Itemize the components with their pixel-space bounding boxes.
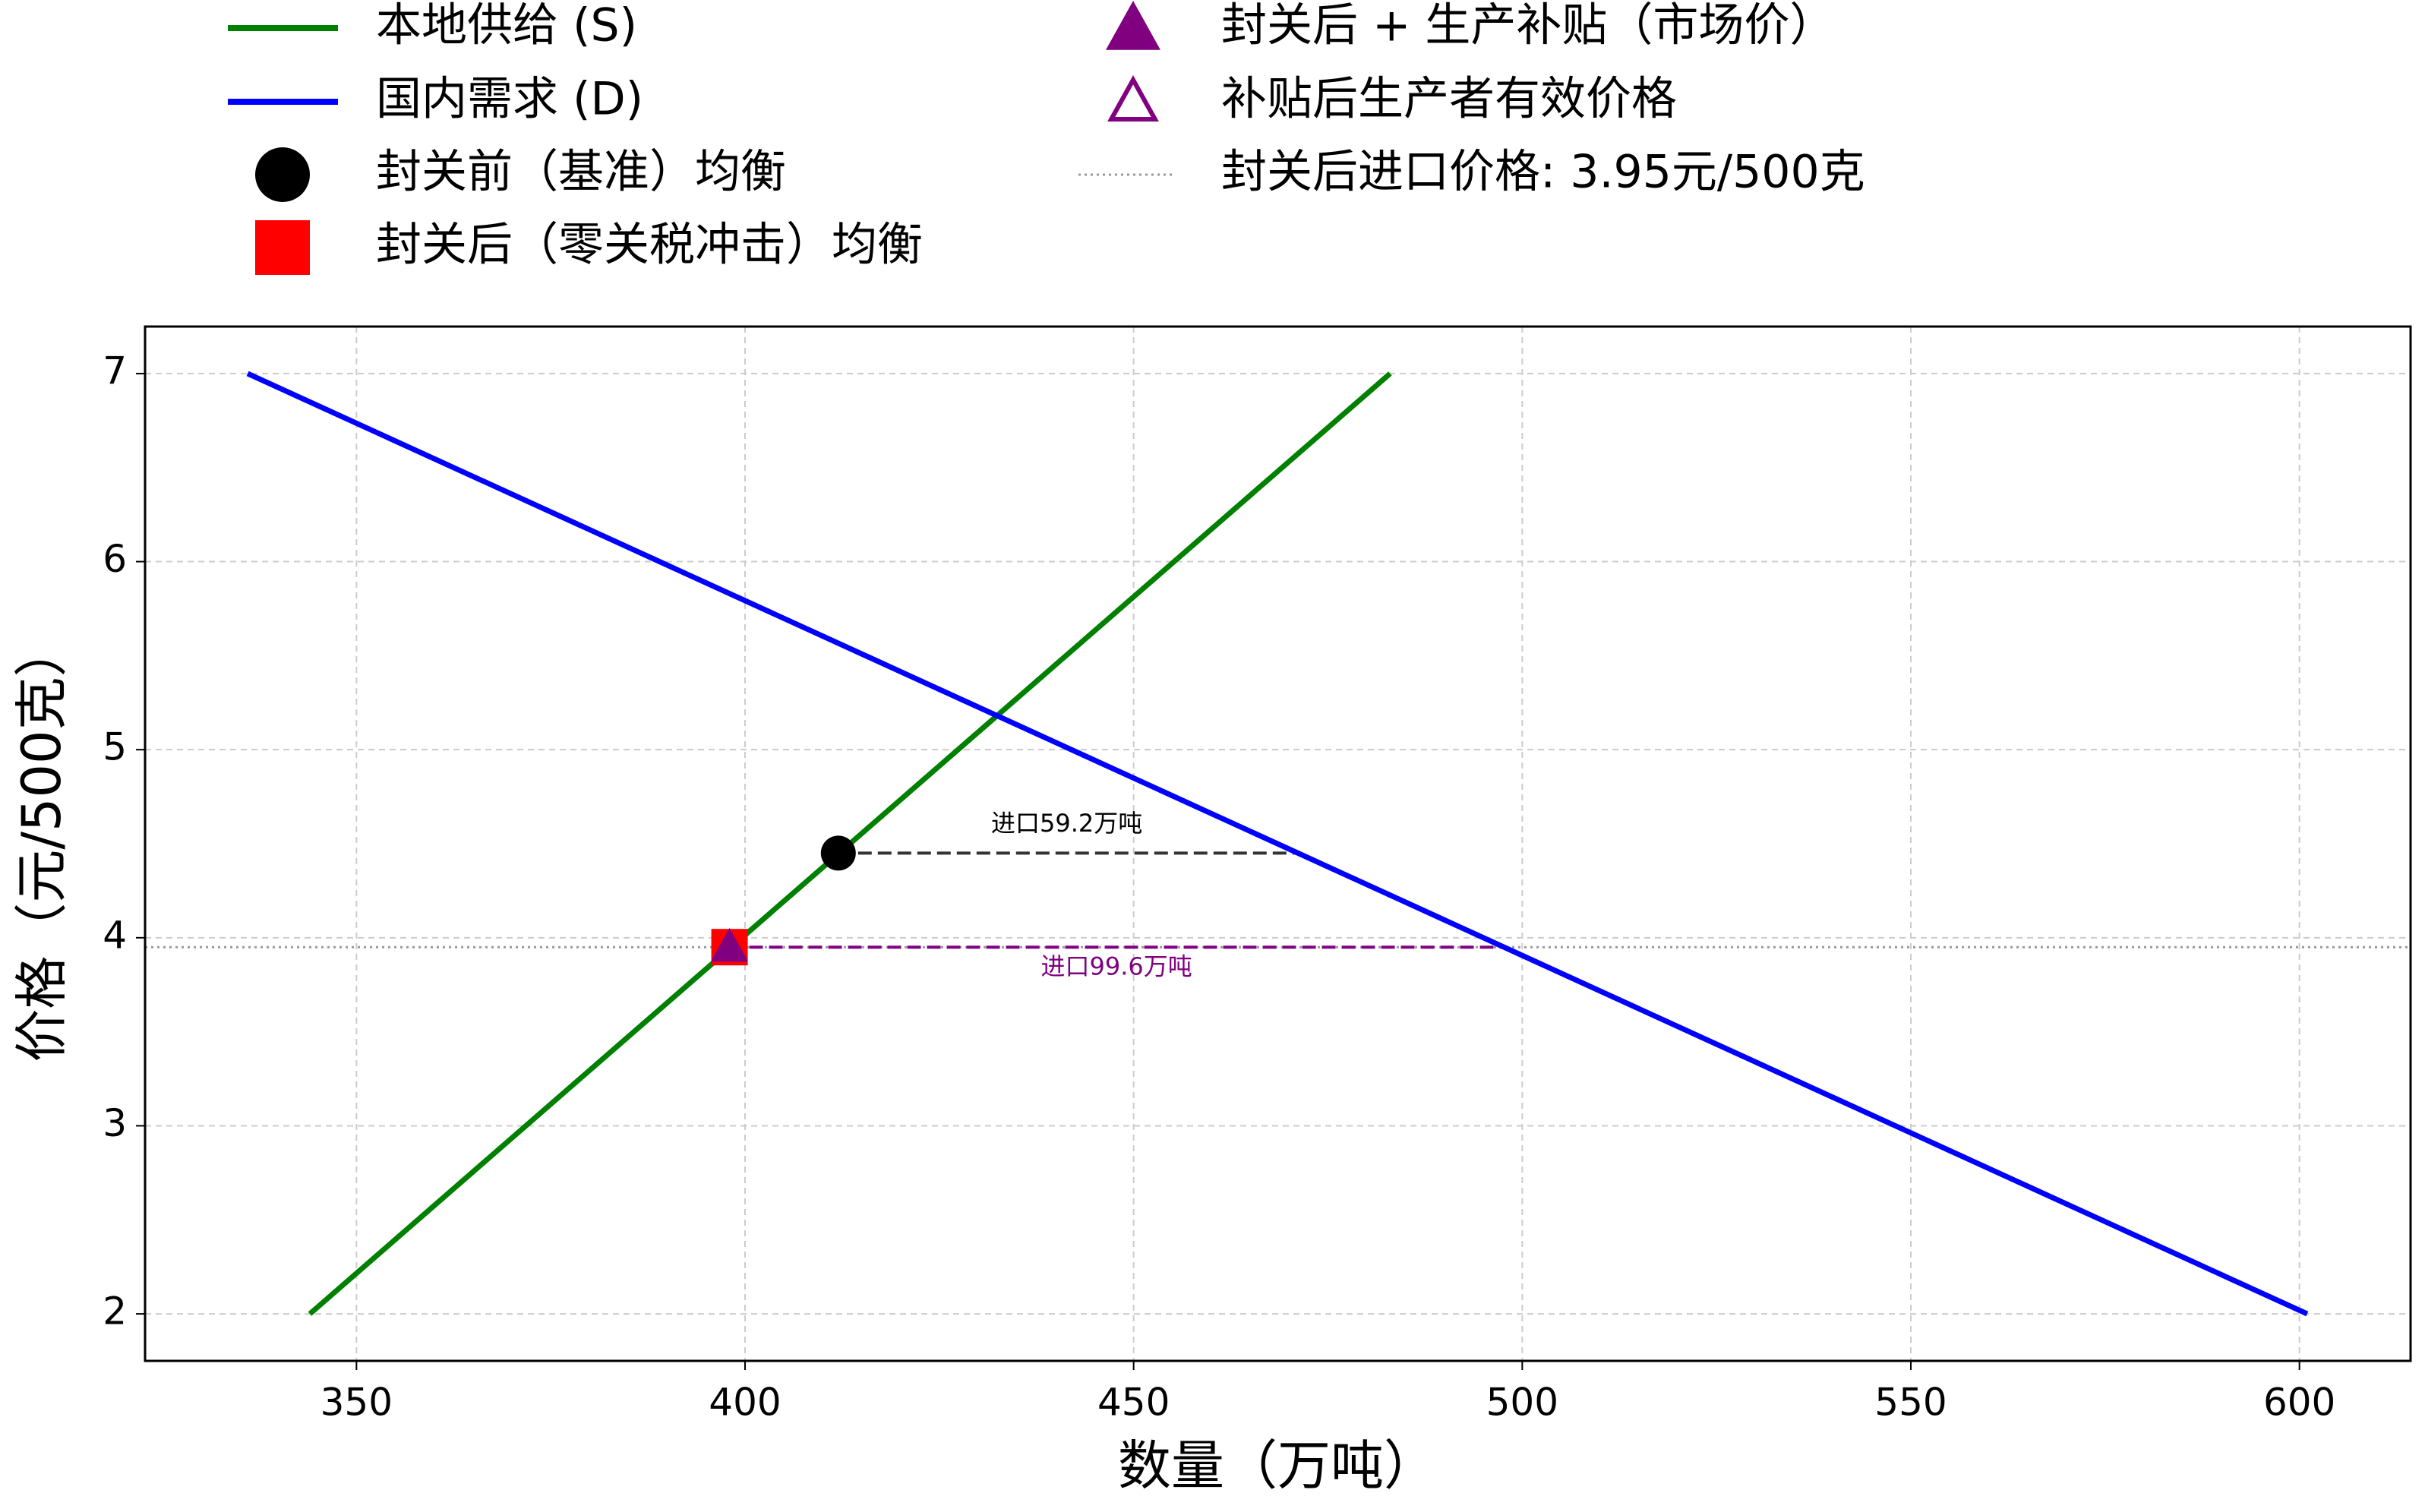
point bbox=[1106, 1, 1160, 50]
plot-frame bbox=[144, 325, 2412, 1362]
x-tick-label: 350 bbox=[320, 1381, 393, 1425]
x-tick-label: 450 bbox=[1097, 1381, 1170, 1425]
x-tick-label: 550 bbox=[1874, 1381, 1947, 1425]
point bbox=[1107, 75, 1159, 122]
legend-label: 国内需求 (D) bbox=[376, 73, 643, 126]
series-line bbox=[246, 371, 2309, 1317]
legend-label: 封关后 + 生产补贴（市场价） bbox=[1221, 0, 1835, 52]
legend-label: 封关后（零关税冲击）均衡 bbox=[376, 219, 923, 272]
point bbox=[820, 835, 856, 871]
point bbox=[255, 220, 310, 275]
legend-label: 封关前（基准）均衡 bbox=[376, 146, 786, 199]
legend-label: 本地供给 (S) bbox=[376, 0, 637, 52]
y-tick-label: 5 bbox=[103, 725, 127, 769]
y-tick-label: 4 bbox=[103, 913, 127, 957]
y-tick-label: 2 bbox=[103, 1289, 127, 1334]
x-tick-label: 400 bbox=[709, 1381, 781, 1425]
x-axis-label: 数量（万吨） bbox=[1118, 1435, 1437, 1497]
annotation: 进口99.6万吨 bbox=[1041, 952, 1192, 980]
point bbox=[711, 927, 748, 961]
y-tick-label: 3 bbox=[103, 1101, 127, 1145]
legend-label: 补贴后生产者有效价格 bbox=[1221, 73, 1677, 126]
y-tick-label: 6 bbox=[103, 537, 127, 581]
point bbox=[255, 147, 310, 202]
legend-label: 封关后进口价格: 3.95元/500克 bbox=[1221, 146, 1865, 199]
annotation: 进口59.2万吨 bbox=[991, 809, 1142, 838]
y-tick-label: 7 bbox=[103, 349, 127, 393]
x-tick-label: 600 bbox=[2263, 1381, 2335, 1425]
x-tick-label: 500 bbox=[1486, 1381, 1558, 1425]
y-axis-label: 价格（元/500克） bbox=[11, 623, 73, 1062]
